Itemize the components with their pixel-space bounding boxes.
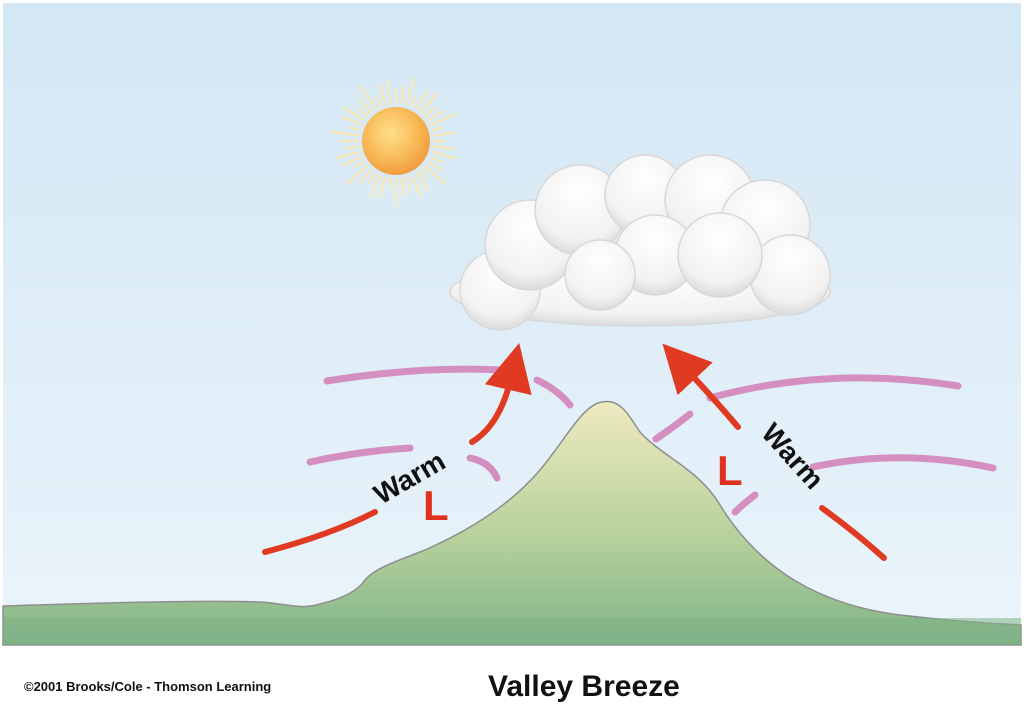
isobar-lines [306,365,997,516]
sun-ray [378,176,387,198]
sun-ray [419,168,429,179]
sun-ray [374,96,382,108]
sun-ray [400,177,405,197]
sun-ray [415,91,429,111]
sun-ray [426,110,444,122]
upslope-arrow-right [662,343,741,430]
sun-ray [419,93,438,114]
sun-ray [432,145,455,151]
sun-ray [378,84,387,106]
sun-ray [342,155,363,167]
sun-ray [423,164,447,185]
sun-ray [330,130,360,137]
sun-ray [354,160,366,169]
low-pressure-label-right: L [717,447,743,494]
upslope-arrow-left [469,342,532,445]
sun-ray [358,168,373,184]
sun-ray [342,115,363,127]
low-pressure-label-left: L [423,482,449,529]
sun-ray [400,85,405,105]
sun-ray [345,164,369,185]
sun-ray [405,176,412,192]
sun-ray [415,171,429,191]
ground-strip [3,618,1021,645]
sun-ray [369,174,382,199]
sun-ray [386,78,392,105]
sun-ray [410,174,423,199]
cloud-icon [449,154,831,331]
sun-ray [431,126,444,132]
sun-ray [335,150,361,160]
wind-arrows [262,342,887,561]
sun-ray [431,150,457,160]
mountain-icon [2,400,1022,646]
sun-icon [330,77,457,208]
sun-ray [405,77,416,106]
sun-ray [429,155,444,164]
sun-ray [348,126,361,132]
sun-ray [410,96,418,108]
sun-ray [356,106,369,118]
copyright-notice: ©2001 Brooks/Cole - Thomson Learning [24,679,272,694]
sun-ray [388,177,392,190]
sun-ray [342,106,366,122]
sun-ray [432,131,455,137]
sun-ray [344,145,360,150]
sun-ray [423,106,436,118]
sun-ray [367,171,377,186]
sun-ray [358,98,373,114]
diagram-caption: Valley Breeze [488,670,680,703]
sun-ray [426,160,444,172]
sun-ray [359,85,377,111]
sun-ray [429,112,457,127]
